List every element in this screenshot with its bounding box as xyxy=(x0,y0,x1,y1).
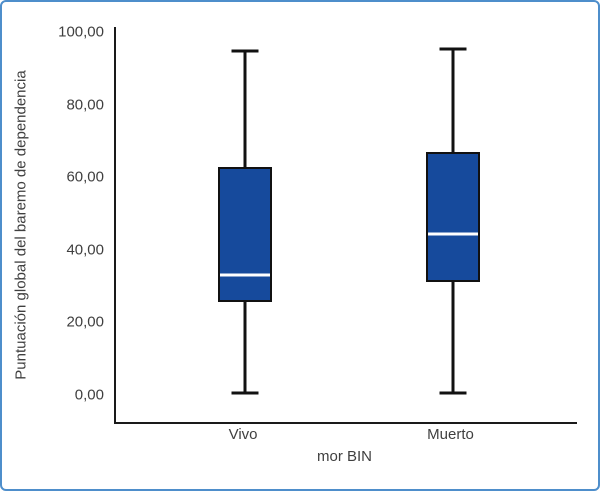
median-line xyxy=(220,273,271,277)
x-tick-label: Muerto xyxy=(427,426,474,443)
y-tick-label: 0,00 xyxy=(74,386,104,404)
y-axis-ticks: 100,00 80,00 60,00 40,00 20,00 0,00 xyxy=(30,23,108,422)
whisker-cap-bottom xyxy=(439,391,467,395)
y-tick-label: 40,00 xyxy=(66,241,104,259)
x-axis-ticks: Vivo Muerto xyxy=(114,426,575,446)
y-tick-label: 100,00 xyxy=(58,23,104,41)
whisker-cap-top xyxy=(439,47,467,51)
y-tick-label: 20,00 xyxy=(66,313,104,331)
y-axis-title: Puntuación global del baremo de dependen… xyxy=(12,69,30,380)
y-tick-label: 60,00 xyxy=(66,168,104,186)
iqr-box xyxy=(425,152,480,283)
plot-area xyxy=(114,27,577,424)
y-tick-label: 80,00 xyxy=(66,96,104,114)
iqr-box xyxy=(218,166,273,303)
x-tick-label: Vivo xyxy=(228,426,258,443)
whisker-cap-top xyxy=(231,49,259,53)
x-axis-title: mor BIN xyxy=(316,448,372,465)
whisker-cap-bottom xyxy=(231,391,259,395)
median-line xyxy=(427,232,478,236)
